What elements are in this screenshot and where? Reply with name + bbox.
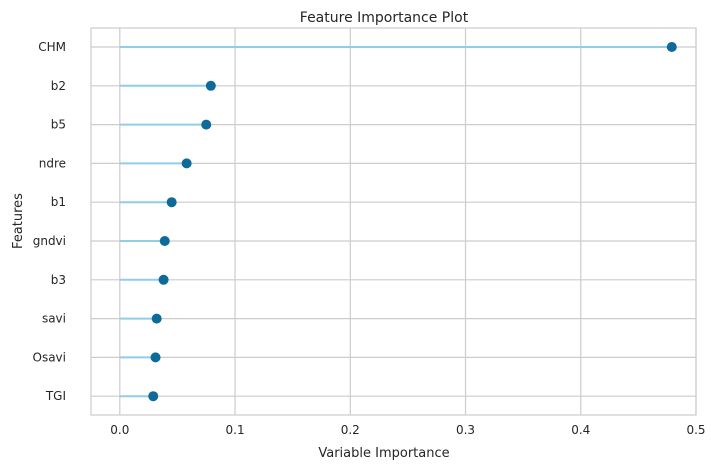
y-tick-label: gndvi [33,234,66,248]
importance-marker [181,158,192,169]
x-tick-label: 0.5 [686,423,705,437]
y-tick-label: b5 [51,118,66,132]
y-tick-label: b2 [51,79,66,93]
x-tick-label: 0.2 [341,423,360,437]
y-tick-label: Osavi [33,350,67,364]
y-tick-label: b3 [51,273,66,287]
x-tick-label: 0.4 [571,423,590,437]
chart-title: Feature Importance Plot [300,10,469,26]
y-tick-label: TGI [45,389,66,403]
y-tick-label: ndre [39,156,66,170]
stems-layer [119,46,672,398]
plot-frame [90,27,697,416]
importance-marker [166,197,177,208]
importance-marker [150,352,161,363]
importance-marker [158,274,169,285]
y-axis-label: Features [11,193,26,249]
x-tick-label: 0.3 [456,423,475,437]
importance-marker [666,42,677,52]
importance-marker [201,119,212,130]
x-tick-label: 0.1 [226,423,245,437]
y-tick-labels: CHM b2 b5 ndre b1 gndvi b3 savi Osavi TGI [33,40,67,403]
y-tick-label: CHM [38,40,66,54]
markers-layer [148,42,677,402]
importance-marker [151,313,162,324]
y-tick-label: savi [42,312,66,326]
x-tick-label: 0.0 [110,423,129,437]
importance-marker [148,391,159,402]
importance-marker [159,236,170,246]
y-tick-label: b1 [51,195,66,209]
x-tick-labels: 0.0 0.1 0.2 0.3 0.4 0.5 [110,423,705,437]
x-axis-label: Variable Importance [318,446,449,461]
importance-marker [205,80,216,91]
